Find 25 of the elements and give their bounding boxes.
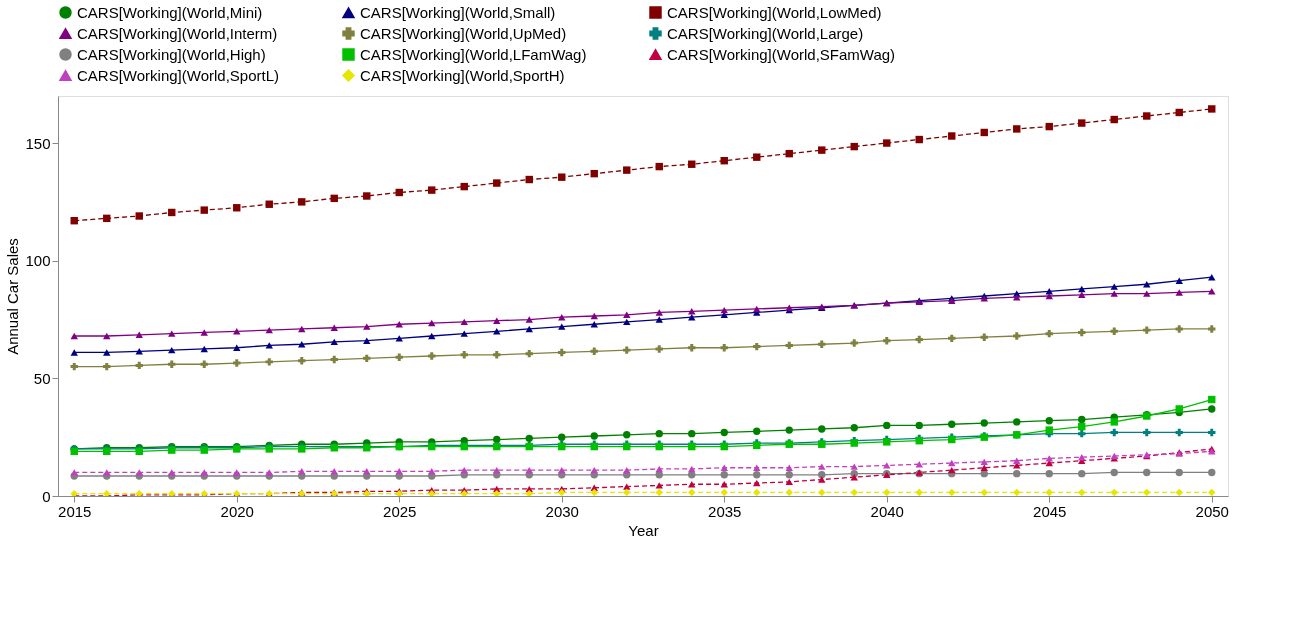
legend-label: CARS[Working](World,High)	[77, 45, 266, 63]
y-tick-label: 100	[25, 252, 51, 270]
x-axis-title: Year	[628, 521, 659, 539]
legend-label: CARS[Working](World,LowMed)	[667, 3, 882, 21]
x-tick-label: 2030	[545, 502, 579, 520]
x-tick-label: 2035	[708, 502, 742, 520]
y-tick-label: 150	[25, 134, 51, 152]
legend-label: CARS[Working](World,SportH)	[360, 66, 565, 84]
legend-label: CARS[Working](World,Interm)	[77, 24, 278, 42]
legend-label: CARS[Working](World,SFamWag)	[667, 45, 896, 63]
legend-label: CARS[Working](World,LFamWag)	[360, 45, 587, 63]
y-axis-title: Annual Car Sales	[4, 238, 22, 355]
legend-label: CARS[Working](World,Large)	[667, 24, 864, 42]
y-tick-label: 50	[33, 369, 51, 387]
legend-label: CARS[Working](World,Small)	[360, 3, 556, 21]
x-tick-label: 2025	[383, 502, 417, 520]
x-tick-label: 2045	[1033, 502, 1067, 520]
y-tick-label: 0	[42, 487, 51, 505]
x-tick-label: 2050	[1195, 502, 1229, 520]
x-tick-label: 2015	[58, 502, 92, 520]
x-tick-label: 2040	[870, 502, 904, 520]
legend-label: CARS[Working](World,Mini)	[77, 3, 263, 21]
x-tick-label: 2020	[220, 502, 254, 520]
legend-label: CARS[Working](World,UpMed)	[360, 24, 567, 42]
legend-label: CARS[Working](World,SportL)	[77, 66, 280, 84]
